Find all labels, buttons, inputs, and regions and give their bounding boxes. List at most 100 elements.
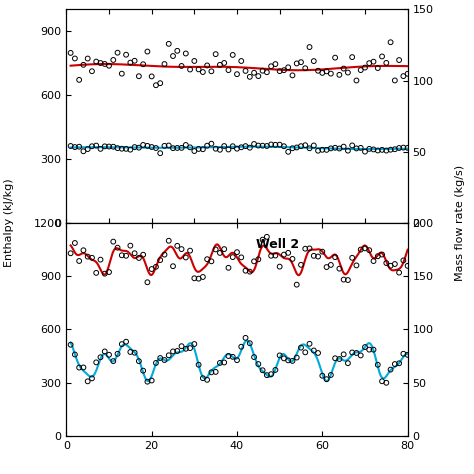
Point (152, 263, 160, 271)
Point (186, 344, 194, 352)
Point (319, 69, 326, 77)
Point (365, 246, 373, 254)
Point (387, 262, 394, 270)
Point (361, 343, 369, 351)
Point (109, 357, 117, 365)
Point (276, 141, 283, 148)
Point (246, 268, 254, 275)
Point (374, 146, 382, 154)
Point (297, 58, 305, 66)
Point (212, 145, 219, 153)
Point (370, 146, 377, 153)
Point (255, 255, 262, 263)
Point (353, 145, 360, 152)
Text: Enthalpy (kJ/kg): Enthalpy (kJ/kg) (4, 179, 15, 267)
Point (323, 146, 330, 154)
Point (152, 82, 160, 89)
Point (344, 69, 352, 76)
Point (395, 56, 403, 64)
Point (365, 346, 373, 354)
Point (365, 59, 373, 67)
Point (327, 70, 335, 77)
Point (225, 146, 232, 153)
Point (156, 354, 164, 362)
Point (118, 145, 126, 153)
Point (144, 378, 151, 385)
Point (92, 269, 100, 277)
Point (336, 145, 343, 152)
Point (92, 58, 100, 65)
Point (161, 142, 168, 150)
Point (267, 63, 275, 70)
Point (220, 359, 228, 366)
Point (276, 352, 283, 359)
Point (233, 356, 241, 364)
Point (80, 61, 87, 69)
Point (173, 144, 181, 152)
Point (297, 261, 305, 269)
Point (135, 254, 143, 262)
Point (378, 146, 386, 154)
Point (67, 249, 74, 257)
Point (139, 61, 147, 68)
Point (284, 249, 292, 256)
Point (199, 374, 207, 382)
Point (127, 348, 134, 356)
Point (229, 253, 237, 261)
Point (357, 352, 365, 359)
Point (101, 347, 109, 355)
Point (323, 68, 330, 75)
Point (246, 73, 254, 81)
Point (361, 148, 369, 155)
Point (105, 268, 113, 276)
Point (331, 253, 339, 261)
Point (173, 347, 181, 355)
Point (139, 367, 147, 374)
Point (383, 147, 390, 155)
Point (246, 144, 254, 152)
Point (323, 375, 330, 383)
Point (109, 143, 117, 151)
Point (391, 77, 399, 84)
Point (391, 260, 399, 268)
Point (387, 146, 394, 154)
Point (92, 358, 100, 366)
Point (161, 60, 168, 68)
Point (357, 144, 365, 152)
Point (139, 251, 147, 258)
Point (293, 60, 301, 67)
Point (165, 237, 173, 245)
Point (280, 355, 288, 362)
Point (67, 49, 74, 57)
Point (84, 146, 91, 153)
Point (80, 246, 87, 254)
Point (173, 242, 181, 250)
Point (165, 352, 173, 359)
Point (169, 145, 177, 152)
Point (272, 141, 279, 149)
Point (71, 143, 79, 151)
Point (319, 248, 326, 255)
Point (178, 342, 185, 350)
Point (284, 356, 292, 364)
Point (370, 346, 377, 354)
Point (250, 353, 258, 361)
Point (374, 64, 382, 72)
Point (306, 43, 313, 51)
Point (348, 53, 356, 61)
Point (75, 143, 83, 151)
Point (122, 252, 130, 260)
Point (263, 68, 271, 76)
Point (250, 69, 258, 77)
Point (216, 61, 224, 69)
Point (191, 147, 198, 155)
Point (353, 262, 360, 269)
Point (404, 70, 411, 78)
Point (101, 60, 109, 68)
Point (122, 338, 130, 346)
Point (280, 143, 288, 150)
Point (267, 370, 275, 378)
Point (182, 141, 190, 149)
Point (383, 59, 390, 67)
Point (289, 145, 296, 152)
